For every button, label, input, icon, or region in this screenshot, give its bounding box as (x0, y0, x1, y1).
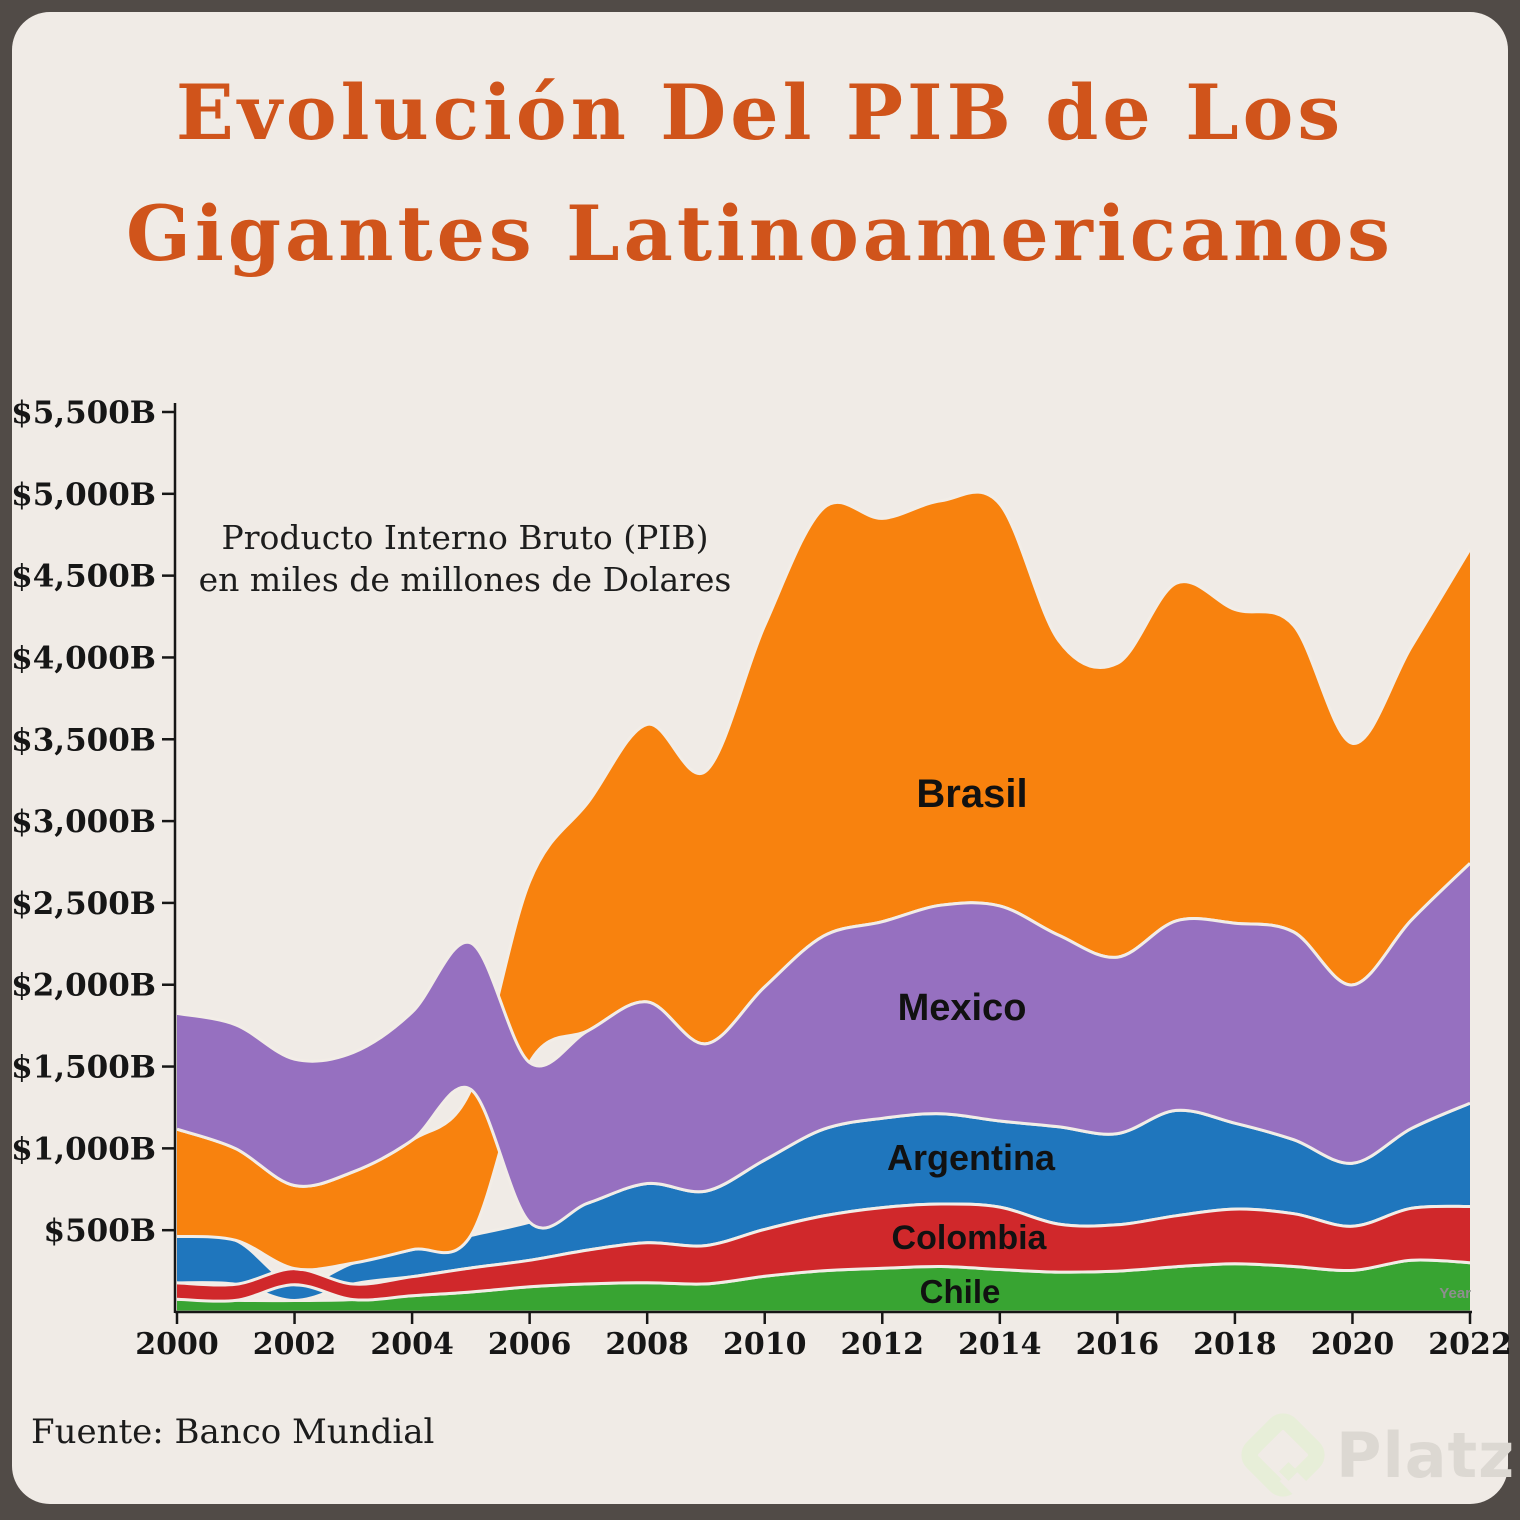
x-tick-label: 2008 (605, 1327, 689, 1362)
platzi-logo-icon (1241, 1413, 1325, 1497)
area-mexico-top-edge (176, 862, 1472, 1068)
x-tick-label: 2020 (1311, 1327, 1395, 1362)
area-colombia-bottom-edge (176, 1258, 1471, 1303)
chart-subtitle-line1: Producto Interno Bruto (PIB) (221, 518, 709, 557)
area-colombia (177, 1203, 1470, 1302)
platzi-logo-text: Platzi (1336, 1418, 1520, 1492)
x-tick-label: 2018 (1193, 1327, 1277, 1362)
y-tick-label: $5,000B (11, 477, 156, 513)
chart-title: Evolución Del PIB de Los Gigantes Latino… (0, 52, 1520, 294)
area-mexico-bottom-edge (176, 1085, 1471, 1230)
x-tick-label: 2014 (958, 1327, 1042, 1362)
series-label-argentina: Argentina (887, 1137, 1056, 1178)
area-colombia-top-edge (176, 1202, 1471, 1287)
x-tick-label: 2000 (135, 1327, 219, 1362)
x-tick-label: 2012 (841, 1327, 925, 1362)
series-label-brasil: Brasil (916, 772, 1027, 816)
area-mexico (177, 863, 1470, 1229)
x-tick-label: 2002 (253, 1327, 337, 1362)
chart-subtitle: Producto Interno Bruto (PIB) en miles de… (165, 517, 765, 601)
series-label-mexico: Mexico (898, 987, 1027, 1029)
chart-title-line2: Gigantes Latinoamericanos (126, 189, 1394, 278)
y-tick-label: $3,000B (11, 804, 156, 840)
y-tick-label: $4,000B (11, 640, 156, 676)
series-label-chile: Chile (920, 1273, 1001, 1310)
x-tick-label: 2016 (1076, 1327, 1160, 1362)
x-tick-label: 2022 (1428, 1327, 1512, 1362)
y-tick-label: $5,500B (11, 395, 156, 431)
y-tick-label: $3,500B (11, 722, 156, 758)
x-tick-label: 2006 (488, 1327, 572, 1362)
source-caption: Fuente: Banco Mundial (31, 1412, 435, 1452)
y-tick-label: $2,000B (11, 968, 156, 1004)
platzi-watermark: Platzi (1240, 1412, 1520, 1498)
x-tick-label: 2010 (723, 1327, 807, 1362)
area-chile (177, 1259, 1470, 1312)
x-tick-label: 2004 (370, 1327, 454, 1362)
y-tick-label: $1,000B (11, 1131, 156, 1167)
area-brasil-top-edge (176, 490, 1472, 1188)
chart-subtitle-line2: en miles de millones de Dolares (198, 560, 732, 599)
x-axis-title: Year (1439, 1285, 1471, 1302)
y-tick-label: $1,500B (11, 1050, 156, 1086)
y-tick-label: $2,500B (11, 886, 156, 922)
area-argentina (177, 1103, 1470, 1301)
series-label-colombia: Colombia (892, 1219, 1048, 1257)
y-tick-label: $500B (44, 1213, 156, 1249)
y-tick-label: $4,500B (11, 559, 156, 595)
chart-title-line1: Evolución Del PIB de Los (175, 68, 1345, 157)
